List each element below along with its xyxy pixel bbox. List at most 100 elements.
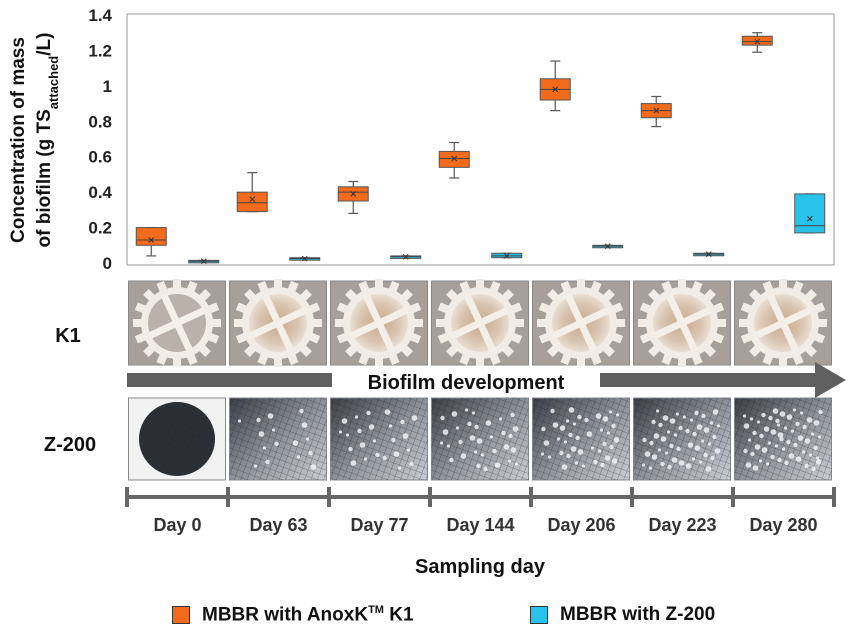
z200-biofilm-speck	[501, 430, 506, 436]
z200-biofilm-speck	[716, 424, 721, 428]
z200-biofilm-speck	[397, 466, 402, 470]
z200-biofilm-speck	[556, 437, 561, 441]
z200-biofilm-speck	[391, 437, 396, 443]
z200-biofilm-speck	[271, 428, 276, 432]
k1-carrier-tooth	[678, 279, 686, 289]
z200-carrier-mesh	[139, 402, 215, 476]
z200-biofilm-speck	[792, 408, 797, 412]
z200-biofilm-speck	[602, 416, 609, 422]
z200-biofilm-speck	[815, 456, 820, 460]
k1-carrier-tooth	[335, 319, 345, 327]
box-mean-marker	[249, 196, 256, 203]
k1-carrier-tooth	[739, 319, 749, 327]
box-body	[794, 193, 826, 234]
z200-biofilm-speck	[698, 460, 703, 464]
z200-carrier-mesh	[330, 398, 428, 480]
z200-biofilm-speck	[368, 424, 375, 430]
z200-biofilm-speck	[384, 409, 391, 415]
z200-biofilm-speck	[779, 411, 786, 417]
box-mean-marker	[604, 243, 611, 250]
z200-biofilm-speck	[308, 450, 313, 456]
z200-biofilm-speck	[804, 463, 809, 469]
box-z200	[491, 252, 523, 259]
z200-biofilm-speck	[658, 422, 663, 428]
z200-biofilm-speck	[552, 422, 559, 428]
z200-biofilm-speck	[696, 424, 703, 430]
box-z200	[794, 193, 826, 234]
k1-carrier-tooth	[779, 357, 787, 367]
box-k1	[741, 32, 773, 53]
z200-biofilm-speck	[669, 418, 676, 424]
box-mean-marker	[301, 255, 308, 262]
z200-biofilm-speck	[799, 411, 804, 415]
z200-carrier-photo	[532, 397, 630, 481]
z200-biofilm-speck	[581, 464, 586, 468]
z200-biofilm-speck	[584, 417, 589, 423]
z200-biofilm-speck	[797, 435, 804, 441]
legend-item-k1: MBBR with AnoxKTM K1	[172, 604, 414, 626]
y-axis-label-line1: Concentration of mass	[8, 37, 29, 243]
z200-biofilm-speck	[786, 439, 791, 445]
z200-biofilm-speck	[759, 433, 764, 439]
z200-biofilm-speck	[682, 415, 687, 419]
z200-biofilm-speck	[258, 431, 265, 437]
box-mean-marker	[350, 191, 357, 197]
z200-biofilm-speck	[590, 446, 595, 450]
z200-biofilm-speck	[292, 440, 299, 446]
z200-biofilm-speck	[675, 412, 680, 416]
box-k1	[135, 226, 167, 257]
z200-biofilm-speck	[595, 413, 602, 419]
z200-biofilm-speck	[655, 409, 660, 413]
z200-biofilm-speck	[568, 407, 575, 413]
z200-biofilm-speck	[676, 446, 681, 452]
z200-biofilm-speck	[559, 450, 564, 456]
z200-biofilm-speck	[543, 440, 550, 446]
k1-carrier-tooth	[638, 319, 648, 327]
z200-biofilm-speck	[541, 426, 546, 432]
z200-biofilm-speck	[667, 464, 672, 470]
z200-biofilm-speck	[804, 438, 811, 444]
k1-carrier-tooth	[514, 319, 524, 327]
z200-biofilm-speck	[707, 442, 712, 446]
z200-biofilm-speck	[761, 412, 766, 418]
z200-biofilm-speck	[388, 424, 393, 428]
z200-biofilm-speck	[752, 430, 757, 436]
z200-biofilm-speck	[464, 408, 469, 412]
z200-biofilm-speck	[563, 440, 568, 444]
z200-biofilm-speck	[774, 444, 779, 448]
z200-biofilm-speck	[687, 442, 694, 448]
z200-biofilm-speck	[498, 417, 503, 421]
k1-carrier-photo	[431, 279, 529, 367]
k1-carrier-tooth	[274, 357, 282, 367]
z200-biofilm-speck	[703, 427, 710, 433]
z200-biofilm-speck	[818, 409, 823, 415]
k1-carrier-tooth	[577, 279, 585, 289]
k1-carrier-photo	[128, 279, 226, 367]
z200-biofilm-speck	[492, 448, 497, 454]
x-tick-label: Day 144	[446, 515, 514, 535]
z200-biofilm-speck	[400, 419, 405, 425]
k1-carrier-tooth	[234, 319, 244, 327]
box-body	[236, 191, 268, 213]
k1-carrier-spoke	[665, 293, 699, 353]
z200-biofilm-speck	[476, 463, 481, 469]
box-mean-marker	[754, 38, 761, 45]
z200-biofilm-speck	[642, 437, 647, 443]
k1-row-label: K1	[55, 325, 81, 347]
z200-biofilm-speck	[476, 438, 483, 444]
z200-biofilm-speck	[510, 447, 517, 453]
k1-carrier-spoke	[362, 293, 396, 353]
legend-swatch-k1	[172, 606, 190, 625]
z200-biofilm-speck	[561, 464, 568, 470]
y-tick-labels: 0 0.2 0.4 0.6 0.8 1 1.2 1.4	[88, 6, 112, 273]
z200-biofilm-speck	[747, 438, 752, 442]
z200-biofilm-speck	[503, 444, 510, 450]
z200-biofilm-speck	[783, 426, 788, 430]
z200-biofilm-speck	[685, 428, 690, 434]
plot-frame	[126, 13, 835, 266]
z200-biofilm-speck	[770, 454, 775, 460]
z200-biofilm-speck	[806, 417, 813, 423]
z200-biofilm-speck	[305, 437, 310, 441]
z200-biofilm-speck	[559, 425, 566, 431]
k1-carrier-tooth	[716, 319, 726, 327]
